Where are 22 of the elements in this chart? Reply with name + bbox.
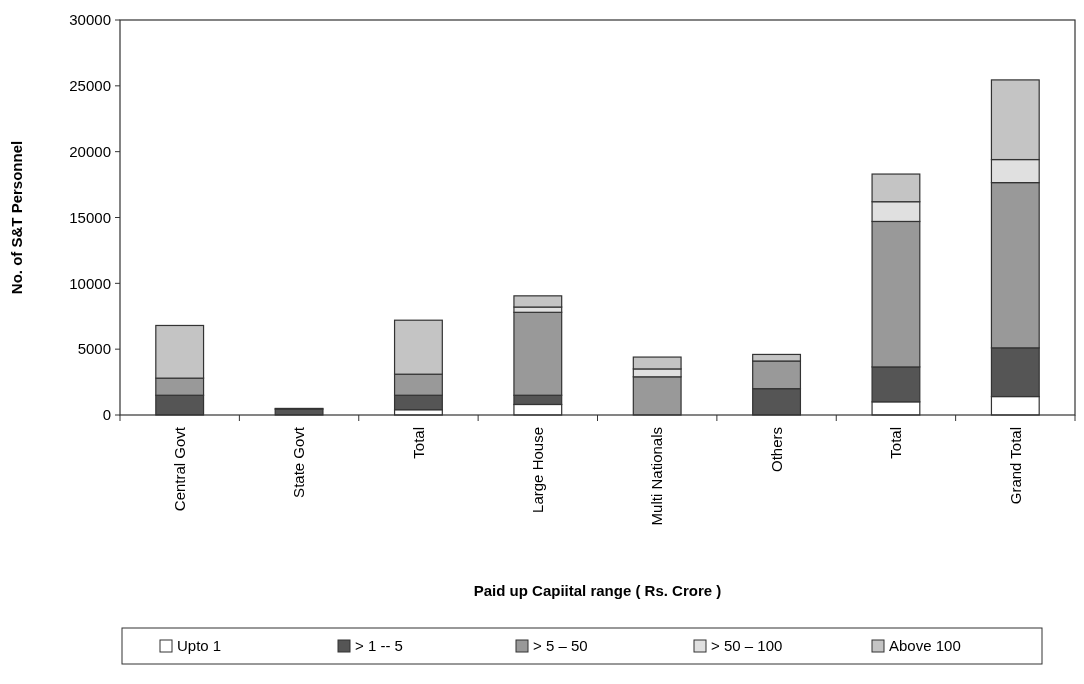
y-tick-label: 10000 [69,274,111,292]
legend-label: > 1 -- 5 [355,637,403,655]
y-tick-label: 0 [102,406,111,424]
x-tick-label: Total [409,427,427,459]
x-tick-label: Grand Total [1006,427,1024,505]
y-tick-label: 15000 [69,208,111,226]
legend-label: > 5 – 50 [533,637,588,655]
legend-label: Upto 1 [177,637,222,655]
x-tick-label: Large House [529,427,547,513]
x-tick-label: Multi Nationals [648,427,666,526]
y-axis-title: No. of S&T Personnel [8,140,25,295]
legend-label: Above 100 [889,637,961,655]
legend-label: > 50 – 100 [711,637,783,655]
x-tick-label: Central Govt [170,426,188,512]
x-tick-label: Others [767,427,785,473]
y-tick-label: 5000 [77,340,111,358]
x-tick-label: Total [887,427,905,459]
x-tick-label: State Govt [290,426,308,498]
y-tick-label: 25000 [69,77,111,95]
y-tick-label: 30000 [69,11,111,29]
y-tick-label: 20000 [69,142,111,160]
x-axis-title: Paid up Capiital range ( Rs. Crore ) [473,582,722,599]
